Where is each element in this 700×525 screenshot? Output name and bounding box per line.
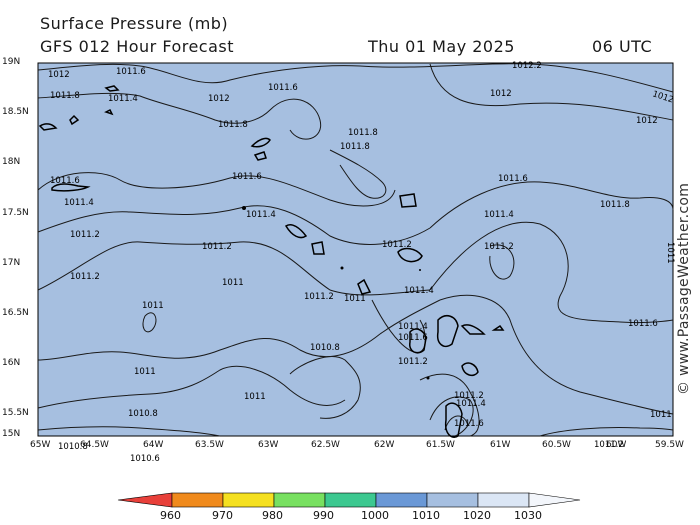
lat-label-18n: 18N: [2, 157, 21, 167]
lon-label-62-5w: 62.5W: [311, 440, 340, 450]
isobar-label: 1010.8: [58, 442, 88, 452]
isobar-label: 1011.4: [108, 94, 138, 104]
isobar-label: 1010.8: [310, 343, 340, 353]
isobar-label: 1011: [344, 294, 366, 304]
isobar-label: 1011.8: [348, 128, 378, 138]
isobar-label: 1011.2: [484, 242, 514, 252]
isobar-label: 1011.6: [498, 174, 528, 184]
isobar-label: 1011.8: [50, 91, 80, 101]
map-title: Surface Pressure (mb): [40, 14, 229, 33]
isobar-label: 1011.4: [246, 210, 276, 220]
map-subtitle: GFS 012 Hour Forecast: [40, 37, 235, 56]
legend-label: 960: [160, 509, 181, 522]
legend-label: 970: [212, 509, 233, 522]
isobar-label: 1011.6: [116, 67, 146, 77]
lon-label-65w: 65W: [30, 440, 51, 450]
isobar-label: 1011.4: [456, 399, 486, 409]
isobar-label: 1011.6: [398, 333, 428, 343]
isobar-label: 1011: [665, 242, 675, 264]
isobar-label: 1010.6: [130, 454, 160, 464]
isobar-label: 1011.2: [70, 230, 100, 240]
lat-label-16-5n: 16.5N: [2, 308, 29, 318]
isobar-label: 1011.8: [340, 142, 370, 152]
isobar-label: 1011.2: [202, 242, 232, 252]
forecast-time: 06 UTC: [592, 37, 653, 56]
isobar-label: 1011.2: [594, 440, 624, 450]
forecast-date: Thu 01 May 2025: [368, 37, 515, 56]
lon-label-63w: 63W: [258, 440, 279, 450]
isobar-label: 1011.4: [404, 286, 434, 296]
lat-label-15n: 15N: [2, 429, 21, 439]
isobar-label: 1011.6: [454, 419, 484, 429]
legend-label: 1000: [361, 509, 389, 522]
lat-label-17-5n: 17.5N: [2, 208, 29, 218]
lon-label-60-5w: 60.5W: [542, 440, 571, 450]
lon-label-62w: 62W: [374, 440, 395, 450]
legend-label: 990: [313, 509, 334, 522]
lon-label-63-5w: 63.5W: [195, 440, 224, 450]
isobar-label: 1011.6: [628, 319, 658, 329]
lon-label-61w: 61W: [490, 440, 511, 450]
sea-area: [37, 62, 674, 437]
isobar-label: 1011.2: [454, 391, 484, 401]
lon-label-59-5w: 59.5W: [655, 440, 684, 450]
lat-label-15-5n: 15.5N: [2, 408, 29, 418]
isobar-label: 1011.4: [484, 210, 514, 220]
isobar-label: 1011: [650, 410, 672, 420]
isobar-label: 1012: [636, 116, 658, 126]
pressure-color-legend: [117, 492, 581, 508]
isobar-label: 1011.2: [70, 272, 100, 282]
isobar-label: 1012: [208, 94, 230, 104]
isobar-label: 1011.6: [268, 83, 298, 93]
lon-label-64w: 64W: [143, 440, 164, 450]
legend-label: 1030: [514, 509, 542, 522]
isobar-label: 1011: [142, 301, 164, 311]
isobar-label: 1011.2: [304, 292, 334, 302]
isobar-label: 1011: [244, 392, 266, 402]
isobar-label-group: 1012 1011.6 1011.8 1011.4 1012 1011.6 10…: [48, 61, 675, 464]
island-dots: [242, 206, 430, 380]
isobar-label: 1011: [222, 278, 244, 288]
coastlines: [38, 85, 505, 438]
isobar-label: 1012: [48, 70, 70, 80]
isobar-label: 1012.2: [512, 61, 542, 71]
isobar-label: 1011.4: [398, 322, 428, 332]
isobar-label: 1011.6: [232, 172, 262, 182]
legend-label: 1010: [412, 509, 440, 522]
site-credit: © www.PassageWeather.com: [676, 182, 692, 395]
isobar-label: 1011: [134, 367, 156, 377]
legend-label: 980: [262, 509, 283, 522]
lat-label-16n: 16N: [2, 358, 21, 368]
isobar-label: 1011.2: [382, 240, 412, 250]
isobar-label: 1011.6: [50, 176, 80, 186]
lon-label-60w: 60W: [606, 440, 627, 450]
isobar-label: 1011.2: [398, 357, 428, 367]
isobar-label: 1011.4: [64, 198, 94, 208]
isobar-label: 1011.8: [600, 200, 630, 210]
isobar-label: 1012: [490, 89, 512, 99]
isobar-label: 1010.8: [128, 409, 158, 419]
lat-label-17n: 17N: [2, 258, 21, 268]
lat-label-18-5n: 18.5N: [2, 107, 29, 117]
isobar-lines: [37, 63, 674, 437]
isobar-label: 1011.8: [218, 120, 248, 130]
legend-label: 1020: [463, 509, 491, 522]
lon-label-64-5w: 64.5W: [80, 440, 109, 450]
lat-label-19n: 19N: [2, 57, 21, 67]
lon-label-61-5w: 61.5W: [426, 440, 455, 450]
